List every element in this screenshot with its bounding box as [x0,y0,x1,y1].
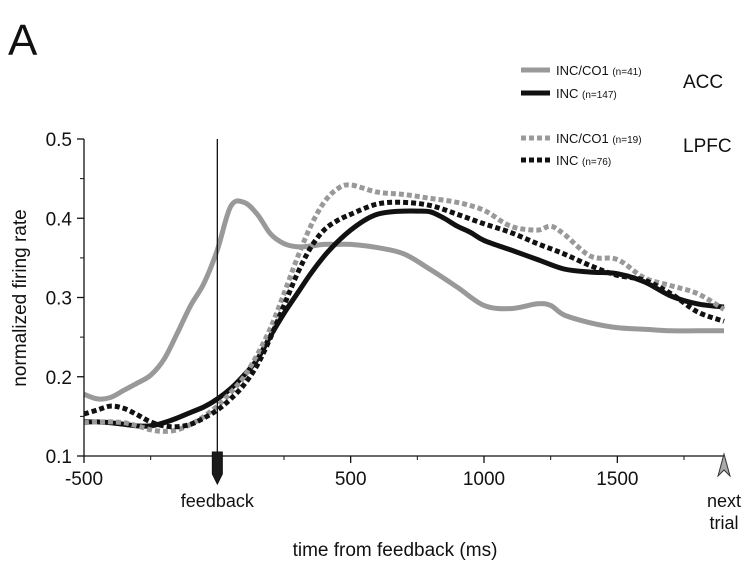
y-axis-label: normalized firing rate [10,209,31,386]
legend-region-lpfc: LPFC [683,136,732,157]
legend-entry-label: INC (n=76) [556,153,611,168]
event-label-line: next [707,491,741,511]
feedback-marker-icon [211,451,223,486]
legend-entry-count: (n=41) [612,67,641,78]
plot-area [83,182,726,434]
legend-entry-count: (n=76) [582,157,611,168]
next-trial-marker-icon [717,452,731,478]
series-lpfc-inc-co1 [83,182,726,434]
event-label-line: trial [709,513,738,533]
axes: 0.1 0.2 0.3 0.4 0.5 -500 500 1000 1500 feedback ne… [46,130,741,533]
event-label-line: feedback [181,491,255,511]
x-axis-label: time from feedback (ms) [293,540,498,561]
legend-entry-name: INC/CO1 [556,131,612,146]
series-acc-inc [83,208,725,429]
legend-entry-label: INC (n=147) [556,86,617,101]
y-tick-label: 0.3 [46,289,72,310]
legend-entry-count: (n=147) [582,90,617,101]
series-lpfc-inc [83,199,725,430]
legend-entry-label: INC/CO1 (n=19) [556,131,642,146]
x-tick-label: 1000 [463,469,505,490]
legend-region-acc: ACC [683,72,723,93]
legend-entry-label: INC/CO1 (n=41) [556,63,642,78]
y-tick-label: 0.2 [46,368,72,389]
x-tick-label: 1500 [596,469,638,490]
legend-entry-name: INC [556,153,582,168]
next-trial-label: next trial [707,491,741,533]
y-tick-label: 0.4 [46,209,73,230]
x-tick-label: -500 [65,469,103,490]
legend-entry-count: (n=19) [612,135,641,146]
y-tick-label: 0.1 [46,447,72,468]
legend: INC/CO1 (n=41) INC (n=147) ACC INC/CO1 (n=1… [521,63,732,168]
feedback-label: feedback [181,491,255,511]
x-tick-label: 500 [335,469,367,490]
legend-entry-name: INC [556,86,582,101]
series-acc-inc-co1 [83,198,724,402]
panel-letter: A [8,16,38,65]
y-tick-label: 0.5 [46,130,72,151]
legend-entry-name: INC/CO1 [556,63,612,78]
